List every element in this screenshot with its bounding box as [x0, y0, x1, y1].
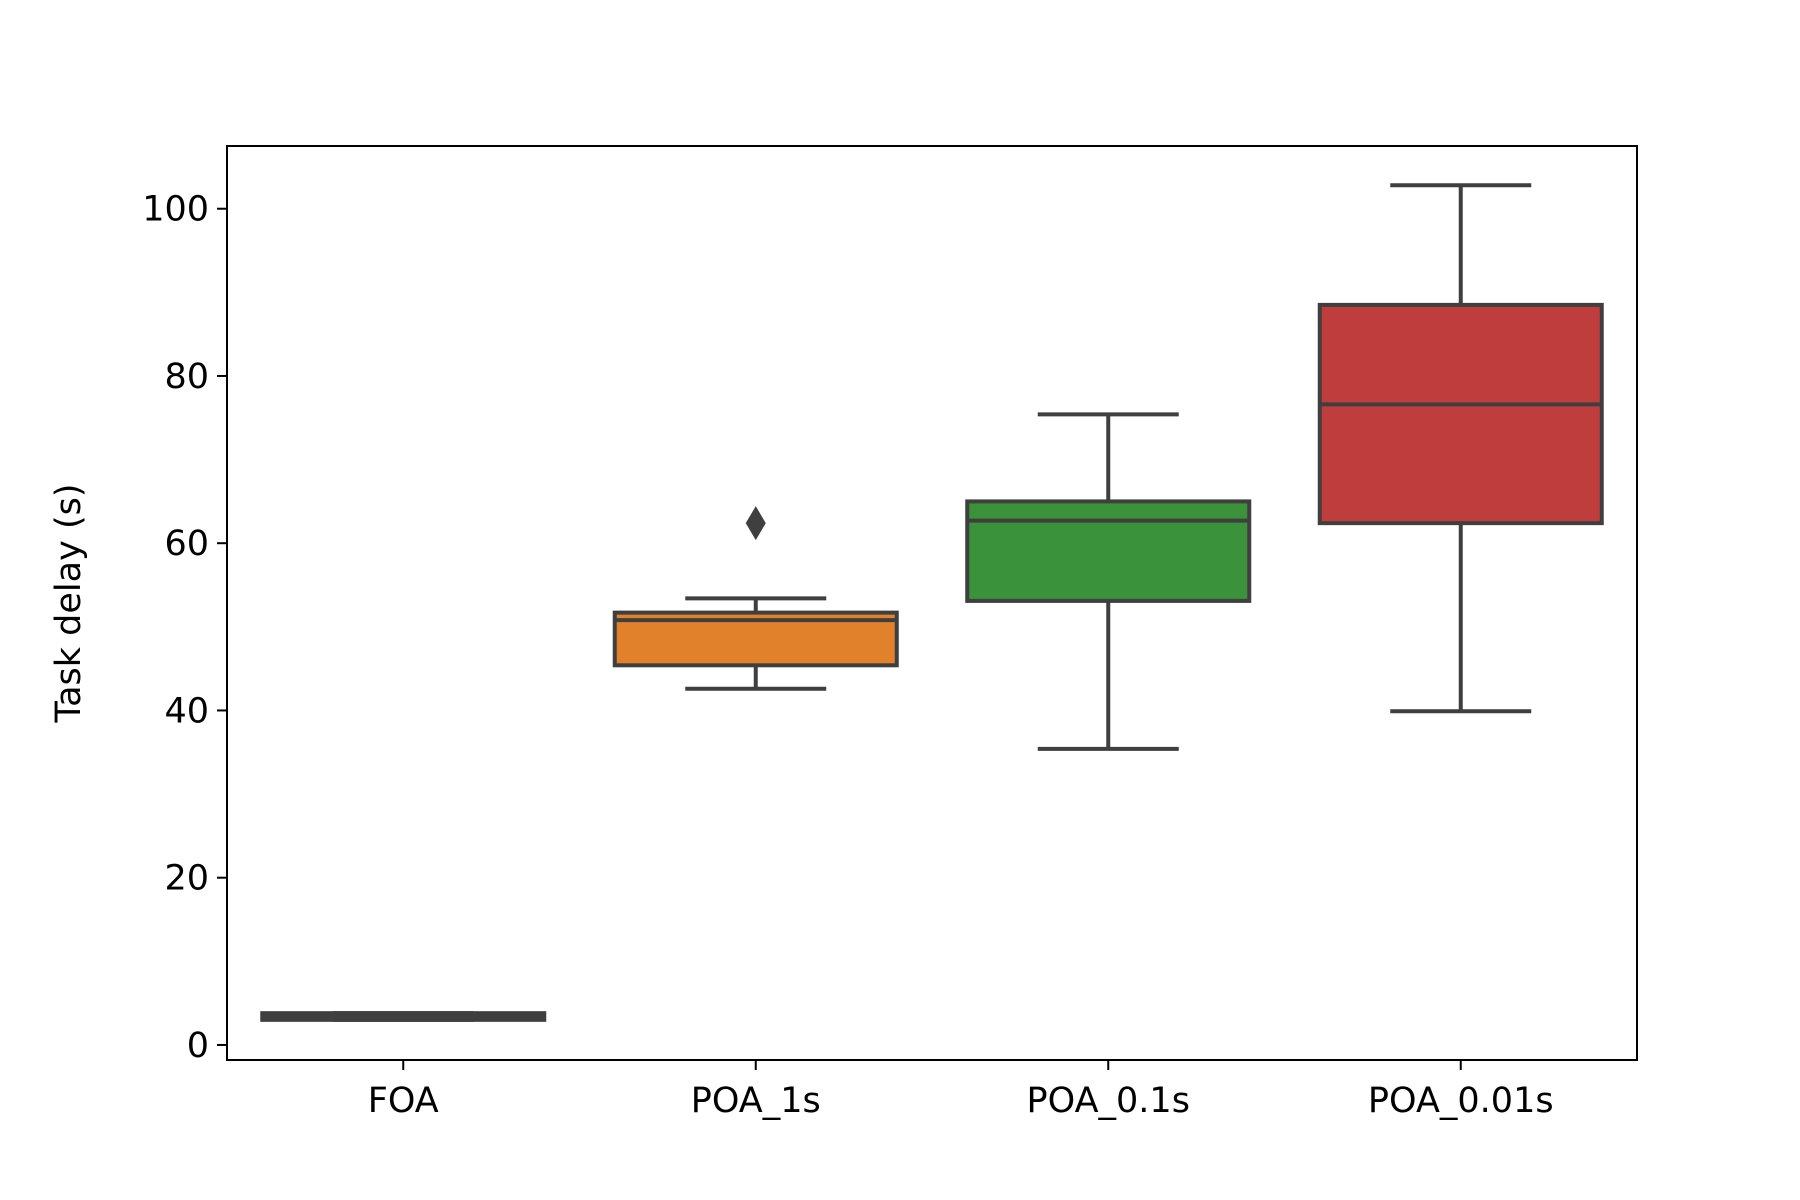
y-axis-label: Task delay (s)	[49, 484, 89, 724]
y-tick-label: 80	[164, 357, 209, 397]
y-tick-label: 40	[164, 691, 209, 731]
x-tick-label: POA_0.1s	[1027, 1081, 1190, 1121]
y-tick-label: 100	[142, 190, 209, 230]
plot-frame	[226, 145, 1638, 1061]
y-tick-label: 20	[164, 859, 209, 899]
y-tick-label: 0	[187, 1026, 209, 1066]
x-tick-label: POA_0.01s	[1368, 1081, 1554, 1121]
box	[965, 499, 1252, 603]
outlier	[745, 506, 766, 541]
x-tick-label: FOA	[368, 1081, 439, 1121]
x-tick-label: POA_1s	[691, 1081, 821, 1121]
y-tick-label: 60	[164, 524, 209, 564]
box	[1317, 302, 1604, 526]
